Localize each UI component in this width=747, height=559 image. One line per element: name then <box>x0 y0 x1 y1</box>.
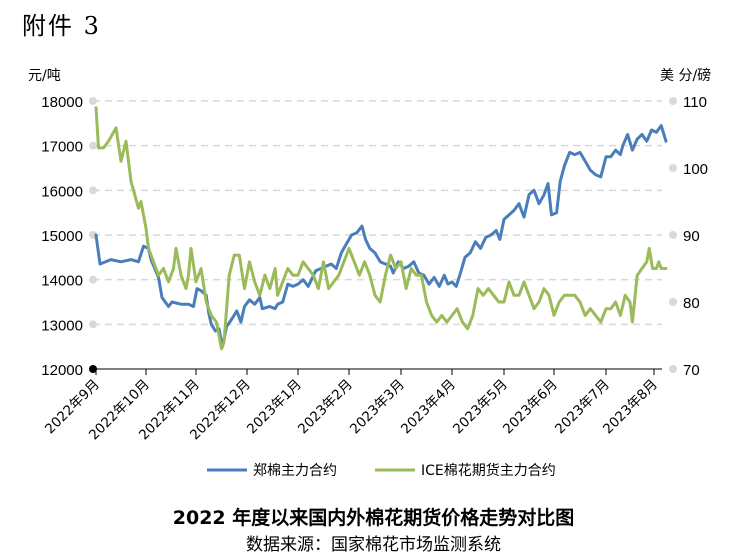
zhengmian-series-line <box>94 124 668 349</box>
legend-label: ICE棉花期货主力合约 <box>421 462 556 479</box>
right-tick-label: 110 <box>683 94 707 111</box>
grid-lines <box>93 100 662 326</box>
left-tick-label: 12000 <box>41 362 83 379</box>
left-tick-label: 17000 <box>41 139 83 156</box>
right-tick-label: 70 <box>683 362 700 379</box>
right-tick-marker <box>669 298 677 306</box>
left-tick-label: 14000 <box>41 273 83 290</box>
attachment-label: 附件 3 <box>22 12 101 40</box>
left-tick-marker <box>89 97 97 105</box>
right-tick-label: 80 <box>683 295 700 312</box>
axes: 12000 13000 14000 15000 16000 17000 18000 70 80 9… <box>28 67 711 443</box>
series-lines <box>94 106 668 351</box>
x-tick-label: 2023年4月 <box>398 377 459 438</box>
left-tick-label: 18000 <box>41 94 83 111</box>
right-tick-marker <box>669 97 677 105</box>
ice-cotton-series-line <box>94 106 668 351</box>
left-axis-unit: 元/吨 <box>28 68 61 84</box>
right-tick-marker <box>669 164 677 172</box>
data-source: 数据来源：国家棉花市场监测系统 <box>246 535 501 555</box>
chart-title: 2022 年度以来国内外棉花期货价格走势对比图 <box>172 507 575 529</box>
price-chart: 12000 13000 14000 15000 16000 17000 18000 70 80 9… <box>28 67 711 479</box>
legend-label: 郑棉主力合约 <box>253 462 337 479</box>
left-tick-label: 13000 <box>41 317 83 334</box>
left-tick-marker <box>89 275 97 284</box>
right-tick-label: 100 <box>683 161 708 178</box>
left-tick-label: 16000 <box>41 183 83 200</box>
left-tick-marker <box>89 186 97 195</box>
left-tick-marker <box>89 141 97 150</box>
left-tick-label: 15000 <box>41 228 83 245</box>
x-tick-label: 2023年1月 <box>244 377 305 438</box>
x-tick-label: 2023年3月 <box>347 377 408 438</box>
right-tick-marker <box>669 231 677 239</box>
x-tick-label: 2023年2月 <box>295 377 356 438</box>
left-tick-marker <box>89 320 97 329</box>
legend: 郑棉主力合约 ICE棉花期货主力合约 <box>207 462 556 479</box>
x-tick-label: 2023年6月 <box>500 377 561 438</box>
right-tick-label: 90 <box>683 228 700 245</box>
right-tick-marker <box>669 365 677 373</box>
right-axis-unit: 美 分/磅 <box>660 67 711 84</box>
